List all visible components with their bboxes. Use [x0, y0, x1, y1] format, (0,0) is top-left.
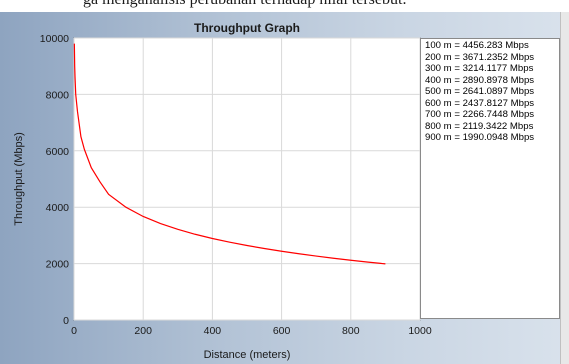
x-tick-label: 400: [204, 325, 222, 337]
legend-entry: 200 m = 3671.2352 Mbps: [425, 51, 535, 63]
throughput-chart: 0 200 400 600 800 10000200040006000800010000 …: [13, 21, 432, 361]
y-tick-label: 6000: [46, 146, 70, 158]
series-layer: [73, 43, 386, 265]
legend-entry: 500 m = 2641.0897 Mbps: [425, 86, 535, 97]
legend-entry: 600 m = 2437.8127 Mbps: [425, 97, 535, 109]
legend-entry: 700 m = 2266.7448 Mbps: [425, 109, 535, 120]
document-text-strip: ga menganalisis perubahan terhadap nilai…: [0, 0, 569, 14]
y-tick-label: 2000: [46, 259, 70, 271]
throughput-series-line: [73, 43, 386, 265]
legend-entry: 900 m = 1990.0948 Mbps: [425, 132, 535, 143]
x-tick-label: 600: [273, 325, 291, 337]
grid-lines: [73, 37, 421, 321]
x-tick-label: 1000: [408, 325, 432, 337]
y-tick-label: 4000: [46, 202, 70, 214]
legend-entry: 300 m = 3214.1177 Mbps: [425, 63, 534, 74]
vertical-scrollbar[interactable]: [560, 12, 569, 364]
x-tick-label: 0: [71, 325, 77, 337]
document-partial-text: ga menganalisis perubahan terhadap nilai…: [83, 0, 406, 9]
chart-title: Throughput Graph: [194, 21, 300, 35]
x-axis-label: Distance (meters): [204, 349, 291, 361]
x-tick-label: 200: [134, 325, 152, 337]
x-tick-label: 800: [342, 325, 360, 337]
y-tick-label: 0: [63, 315, 69, 327]
legend-entry: 800 m = 2119.3422 Mbps: [425, 120, 534, 132]
y-axis-label: Throughput (Mbps): [13, 132, 25, 226]
y-tick-label: 8000: [46, 89, 70, 101]
y-tick-label: 10000: [40, 33, 69, 45]
legend-entry: 400 m = 2890.8978 Mbps: [425, 74, 535, 86]
legend: 100 m = 4456.283 Mbps 200 m = 3671.2352 M…: [420, 38, 560, 319]
plot-area: [73, 37, 421, 321]
legend-entry: 100 m = 4456.283 Mbps: [425, 40, 529, 51]
